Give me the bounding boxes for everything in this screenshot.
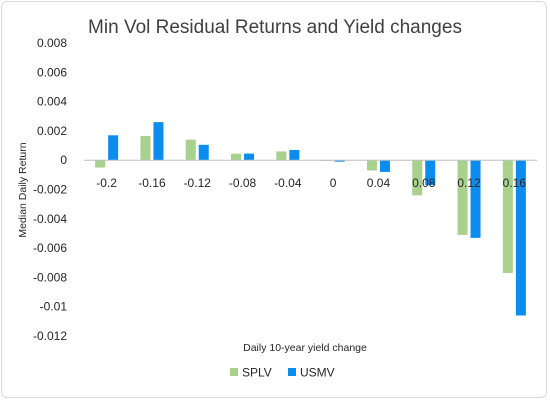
bar-usmv-0.08 [425,160,436,186]
y-tick-label: 0.006 [37,65,67,79]
y-axis-label: Median Daily Return [17,142,29,237]
bar-usmv--0.2 [108,135,119,161]
x-tick-label: 0.04 [367,176,391,190]
x-tick-label: 0.16 [503,176,527,190]
bar-usmv--0.08 [244,153,255,161]
bar-usmv--0.12 [198,144,209,161]
x-tick-label: -0.12 [184,176,212,190]
y-tick-label: 0.004 [37,95,67,109]
bar-splv--0.04 [276,151,287,161]
bar-splv-0.16 [502,160,513,274]
x-tick-label: 0 [330,176,337,190]
y-tick-label: 0.008 [37,36,67,50]
x-tick-label: -0.16 [138,176,166,190]
bar-usmv--0.16 [153,122,164,161]
bars [95,122,526,316]
bar-splv--0.16 [140,136,151,161]
y-tick-label: 0.002 [37,124,67,138]
bar-usmv-0 [334,160,345,162]
x-tick-label: 0.12 [457,176,481,190]
chart-title: Min Vol Residual Returns and Yield chang… [88,17,462,38]
y-axis-ticks: 0.008 0.006 0.004 0.002 0 -0.002 -0.004 -0.006 -… [33,36,67,343]
y-tick-label: -0.004 [33,212,67,226]
x-tick-label: 0.08 [412,176,436,190]
y-tick-label: -0.008 [33,270,67,284]
x-axis-label: Daily 10-year yield change [243,342,367,354]
y-tick-label: 0 [60,153,67,167]
bar-usmv-0.16 [515,160,526,316]
legend-swatch-splv [230,368,238,376]
bar-splv--0.08 [231,153,242,161]
bar-splv-0.12 [457,160,468,235]
x-tick-label: -0.2 [96,176,117,190]
y-tick-label: -0.012 [33,329,67,343]
y-tick-label: -0.002 [33,183,67,197]
bar-usmv-0.04 [379,160,390,172]
x-axis-ticks: -0.2 -0.16 -0.12 -0.08 -0.04 0 0.04 0.08 0.12 0.1… [96,176,526,190]
bar-splv--0.2 [95,160,106,168]
legend: SPLV USMV [230,366,335,380]
legend-label-splv: SPLV [242,366,272,380]
legend-swatch-usmv [288,368,296,376]
y-tick-label: -0.01 [40,300,68,314]
x-tick-label: -0.08 [229,176,257,190]
bar-splv-0.08 [412,160,423,196]
y-tick-label: -0.006 [33,241,67,255]
x-tick-label: -0.04 [274,176,302,190]
bar-splv-0.04 [366,160,377,171]
bar-splv--0.12 [185,139,196,161]
bar-usmv-0.12 [470,160,481,238]
bar-usmv--0.04 [289,149,300,161]
legend-label-usmv: USMV [300,366,335,380]
